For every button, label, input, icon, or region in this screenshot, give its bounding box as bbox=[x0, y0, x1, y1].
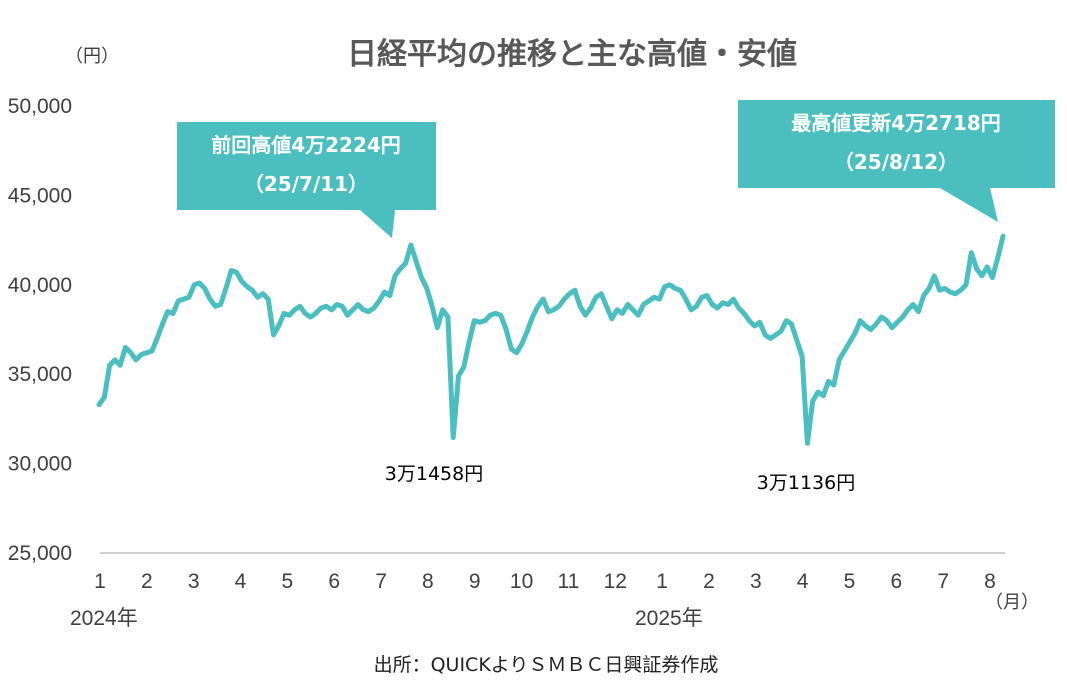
x-tick-label: 12 bbox=[604, 570, 627, 593]
x-tick-label: 6 bbox=[890, 570, 902, 593]
x-axis-ticks: 1 2 3 4 5 6 7 8 9 10 11 12 1 2 3 4 5 6 7 8 bbox=[94, 570, 996, 593]
x-tick-label: 5 bbox=[282, 570, 294, 593]
low-annotation-2024: 3万1458円 bbox=[385, 463, 483, 485]
series-line bbox=[96, 233, 1006, 446]
callout-line1: 最高値更新4万2718円 bbox=[791, 111, 1001, 135]
source-note: 出所：QUICKよりＳＭＢＣ日興証券作成 bbox=[374, 654, 719, 676]
x-tick-label: 1 bbox=[94, 570, 106, 593]
x-tick-label: 9 bbox=[469, 570, 481, 593]
callout-record-high: 最高値更新4万2718円 （25/8/12） bbox=[738, 100, 1055, 222]
y-unit-label: （円） bbox=[65, 46, 119, 67]
x-tick-label: 6 bbox=[328, 570, 340, 593]
y-tick-label: 45,000 bbox=[8, 184, 72, 207]
callout-box bbox=[177, 122, 436, 238]
x-unit-label: （月） bbox=[985, 592, 1039, 613]
callout-previous-high: 前回高値4万2224円 （25/7/11） bbox=[177, 122, 436, 238]
x-tick-label: 10 bbox=[510, 570, 533, 593]
y-tick-label: 40,000 bbox=[8, 274, 72, 297]
x-tick-label: 8 bbox=[984, 570, 996, 593]
y-axis-ticks: 25,000 30,000 35,000 40,000 45,000 50,000 bbox=[8, 95, 72, 565]
x-tick-label: 2 bbox=[703, 570, 715, 593]
x-tick-label: 1 bbox=[656, 570, 668, 593]
x-tick-label: 3 bbox=[750, 570, 762, 593]
y-tick-label: 35,000 bbox=[8, 363, 72, 386]
callout-line2: （25/7/11） bbox=[244, 172, 368, 196]
x-tick-label: 5 bbox=[844, 570, 856, 593]
callout-line1: 前回高値4万2224円 bbox=[211, 133, 401, 157]
x-tick-label: 7 bbox=[375, 570, 387, 593]
x-tick-label: 11 bbox=[558, 570, 580, 593]
x-tick-label: 2 bbox=[141, 570, 153, 593]
x-tick-label: 8 bbox=[422, 570, 434, 593]
y-tick-label: 30,000 bbox=[8, 453, 72, 476]
x-tick-label: 3 bbox=[188, 570, 200, 593]
y-tick-label: 50,000 bbox=[8, 95, 72, 118]
y-tick-label: 25,000 bbox=[8, 542, 72, 565]
callout-line2: （25/8/12） bbox=[834, 150, 958, 174]
year-label-2024: 2024年 bbox=[70, 607, 138, 630]
chart-title: 日経平均の推移と主な高値・安値 bbox=[347, 37, 797, 72]
callout-box bbox=[738, 100, 1055, 222]
x-tick-label: 4 bbox=[797, 570, 809, 593]
x-tick-label: 4 bbox=[235, 570, 247, 593]
x-tick-label: 7 bbox=[937, 570, 949, 593]
low-annotation-2025: 3万1136円 bbox=[757, 472, 855, 494]
year-label-2025: 2025年 bbox=[635, 607, 703, 630]
